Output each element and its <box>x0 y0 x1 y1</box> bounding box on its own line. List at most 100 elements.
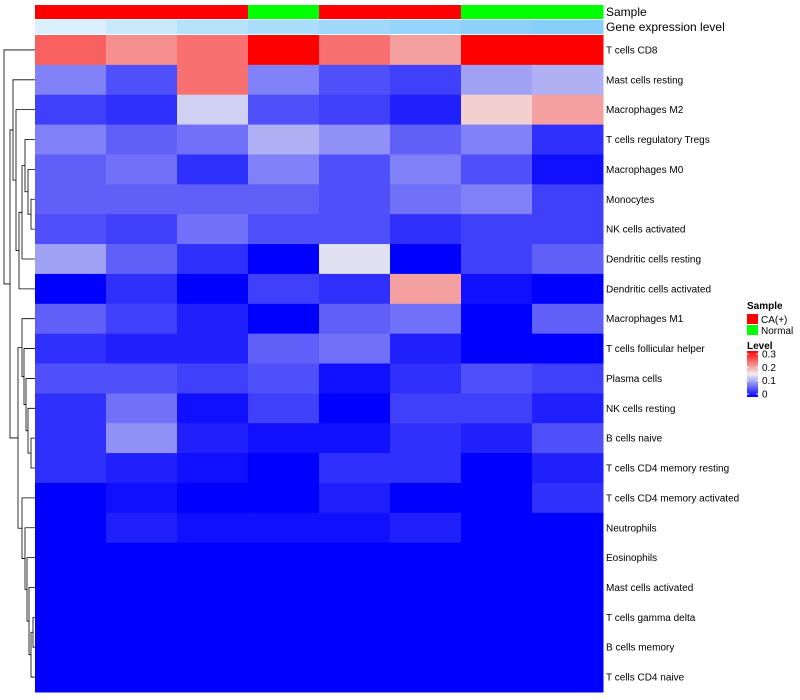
heatmap-cell <box>319 632 391 663</box>
heatmap-cell <box>461 35 533 66</box>
legend-level-colorbar <box>747 351 758 397</box>
heatmap-cell <box>106 512 178 544</box>
row-label: T cells CD4 naive <box>606 673 685 684</box>
heatmap-cell <box>390 94 462 126</box>
legend-sample-title: Sample <box>747 301 783 312</box>
annotation-track-label: Sample <box>606 5 647 19</box>
dendrogram-branch <box>27 168 35 215</box>
heatmap-cell <box>319 542 391 574</box>
row-label: Mast cells resting <box>606 75 683 86</box>
dendrogram-branch <box>24 527 35 590</box>
legend-level-tick-label: 0 <box>762 390 768 401</box>
heatmap-cell <box>177 184 249 215</box>
heatmap-cell <box>532 572 604 603</box>
row-label: NK cells activated <box>606 225 685 236</box>
heatmap-cell <box>35 94 107 126</box>
heatmap-cell <box>461 154 533 185</box>
heatmap-cell <box>35 154 107 185</box>
annotation-cell-sample <box>35 5 107 19</box>
heatmap-cell <box>390 453 462 484</box>
heatmap-cell <box>177 423 249 454</box>
heatmap-cell <box>177 602 249 633</box>
heatmap-cell <box>319 154 391 185</box>
annotation-cell-sample <box>177 5 249 19</box>
heatmap-cell <box>177 124 249 155</box>
heatmap-cell <box>461 363 533 394</box>
heatmap-cell <box>248 94 320 126</box>
heatmap-cell <box>461 512 533 544</box>
heatmap-cell <box>35 303 107 335</box>
heatmap-cell <box>461 124 533 155</box>
heatmap-cell <box>319 64 391 96</box>
heatmap-cell <box>177 244 249 275</box>
legend-level-title: Level <box>747 341 773 352</box>
heatmap-cell <box>532 35 604 66</box>
dendrogram-branch <box>25 378 35 432</box>
row-label: Plasma cells <box>606 374 662 385</box>
annotation-cell-sample <box>248 5 320 19</box>
heatmap-cell <box>532 602 604 633</box>
legend-level-tick-label: 0.2 <box>762 363 776 374</box>
row-label: Eosinophils <box>606 553 657 564</box>
heatmap-cell <box>319 273 391 305</box>
dendrogram-branch <box>21 497 35 559</box>
heatmap-cell <box>461 542 533 574</box>
dendrogram-branch <box>32 616 35 648</box>
heatmap-cell <box>390 363 462 394</box>
heatmap-cell <box>390 333 462 364</box>
heatmap-cell <box>390 273 462 305</box>
row-label: Macrophages M2 <box>606 105 684 116</box>
annotation-cell-gene-expression-level <box>532 20 604 34</box>
heatmap-cell <box>106 64 178 96</box>
heatmap-cell <box>248 124 320 155</box>
heatmap-cell <box>106 363 178 394</box>
heatmap-cell <box>248 632 320 663</box>
row-label: T cells gamma delta <box>606 613 696 624</box>
heatmap-cell <box>319 214 391 245</box>
heatmap-cell <box>35 363 107 394</box>
heatmap-cell <box>35 393 107 424</box>
heatmap-cell <box>461 572 533 603</box>
heatmap-cell <box>390 303 462 335</box>
heatmap-cell <box>390 393 462 424</box>
heatmap-cell <box>35 214 107 245</box>
annotation-cell-gene-expression-level <box>35 20 107 34</box>
heatmap-cell <box>532 393 604 424</box>
heatmap-cell <box>35 542 107 574</box>
heatmap-cell <box>532 64 604 96</box>
heatmap-cell <box>248 214 320 245</box>
annotation-cell-gene-expression-level <box>248 20 320 34</box>
heatmap-cell <box>35 333 107 364</box>
annotation-cell-gene-expression-level <box>106 20 178 34</box>
heatmap-cell <box>390 662 462 693</box>
heatmap-cell <box>35 64 107 96</box>
dendrogram-branch <box>27 407 35 454</box>
heatmap-cell <box>248 393 320 424</box>
heatmap-cell <box>106 602 178 633</box>
heatmap-cell <box>106 124 178 155</box>
heatmap-cell <box>319 244 391 275</box>
heatmap-cell <box>461 273 533 305</box>
annotation-cell-gene-expression-level <box>390 20 462 34</box>
heatmap-cell <box>319 184 391 215</box>
heatmap-cell <box>248 64 320 96</box>
heatmap-cell <box>319 453 391 484</box>
heatmap-cell <box>106 482 178 514</box>
heatmap-cell <box>532 303 604 335</box>
dendrogram-branch <box>18 211 35 290</box>
heatmap-cell <box>106 154 178 185</box>
heatmap-cell <box>319 303 391 335</box>
heatmap-cell <box>461 632 533 663</box>
heatmap-cell <box>319 662 391 693</box>
heatmap-cell <box>461 303 533 335</box>
row-label: Mast cells activated <box>606 583 693 594</box>
heatmap-cell <box>106 423 178 454</box>
heatmap-cell <box>177 662 249 693</box>
heatmap-cell <box>106 333 178 364</box>
heatmap-cell <box>390 602 462 633</box>
heatmap-cell <box>35 632 107 663</box>
heatmap-cell <box>177 303 249 335</box>
heatmap-cell <box>106 303 178 335</box>
heatmap-cell <box>532 632 604 663</box>
dendrogram-branch <box>24 139 35 193</box>
